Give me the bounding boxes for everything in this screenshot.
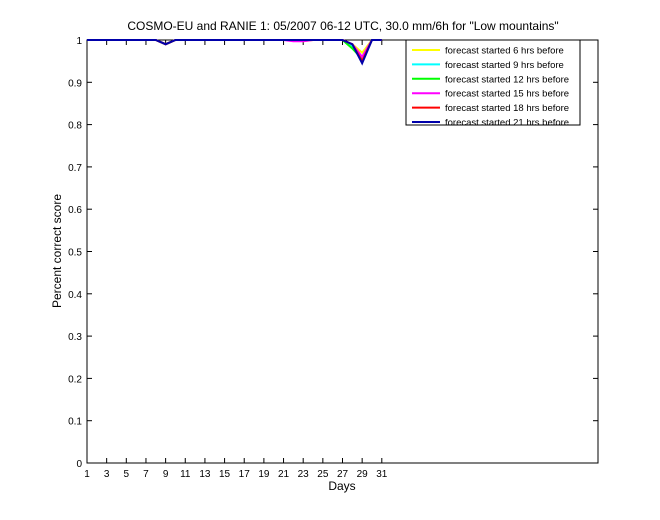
series-line-6 — [87, 39, 382, 66]
x-tick-label: 1 — [84, 469, 90, 480]
x-tick-label: 31 — [376, 469, 388, 480]
x-tick-label: 13 — [199, 469, 211, 480]
legend-label-6: forecast started 21 hrs before — [445, 118, 569, 129]
x-tick-label: 27 — [337, 469, 349, 480]
y-axis-ticks: 0 0.1 0.2 0.3 0.4 0.5 0.6 0.7 0.8 0.9 1 — [68, 36, 598, 470]
y-tick-label: 0.9 — [68, 78, 82, 89]
x-tick-label: 19 — [258, 469, 270, 480]
y-tick-label: 0.7 — [68, 163, 82, 174]
x-tick-label: 3 — [104, 469, 110, 480]
legend: forecast started 6 hrs before forecast st… — [405, 39, 581, 129]
y-tick-label: 0.3 — [68, 332, 82, 343]
y-tick-label: 0.5 — [68, 248, 82, 259]
x-tick-label: 15 — [219, 469, 231, 480]
y-tick-label: 0.2 — [68, 374, 82, 385]
x-tick-label: 17 — [239, 469, 251, 480]
y-tick-label: 0.1 — [68, 417, 82, 428]
x-tick-label: 23 — [298, 469, 310, 480]
legend-box — [405, 39, 581, 126]
y-tick-label: 0.6 — [68, 205, 82, 216]
x-tick-label: 25 — [317, 469, 329, 480]
x-tick-label: 7 — [143, 469, 149, 480]
x-tick-label: 21 — [278, 469, 290, 480]
legend-label-1: forecast started 6 hrs before — [445, 46, 564, 57]
x-axis-label: Days — [328, 479, 355, 493]
series-lines — [87, 39, 382, 66]
y-tick-label: 1 — [76, 36, 82, 47]
x-tick-label: 29 — [357, 469, 369, 480]
legend-label-3: forecast started 12 hrs before — [445, 74, 569, 85]
x-tick-label: 5 — [124, 469, 130, 480]
legend-label-2: forecast started 9 hrs before — [445, 60, 564, 71]
chart-title: COSMO-EU and RANIE 1: 05/2007 06-12 UTC,… — [127, 19, 558, 33]
x-tick-label: 9 — [163, 469, 169, 480]
y-axis-label: Percent correct score — [50, 194, 64, 308]
legend-label-5: forecast started 18 hrs before — [445, 103, 569, 114]
y-tick-label: 0.4 — [68, 290, 82, 301]
y-tick-label: 0.8 — [68, 121, 82, 132]
x-axis-ticks: 1 3 5 7 9 11 13 15 17 19 21 23 25 27 29 31 — [84, 40, 388, 480]
x-tick-label: 11 — [180, 469, 191, 480]
legend-label-4: forecast started 15 hrs before — [445, 89, 569, 100]
y-tick-label: 0 — [76, 459, 82, 470]
